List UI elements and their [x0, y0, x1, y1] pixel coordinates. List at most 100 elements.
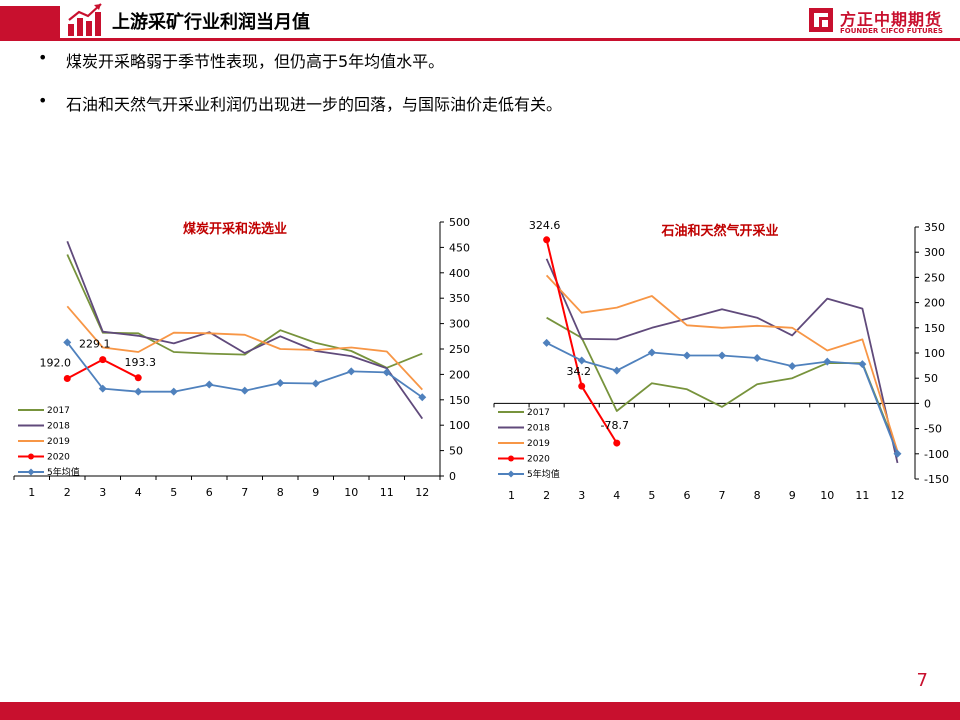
x-tick-label: 8 [754, 489, 761, 502]
data-point [311, 379, 320, 388]
logo-english-name: FOUNDER CIFCO FUTURES [840, 27, 943, 35]
legend-label: 5年均值 [47, 466, 80, 478]
x-tick-label: 11 [855, 489, 869, 502]
x-tick-label: 3 [578, 489, 585, 502]
series-line-2018 [66, 240, 424, 420]
data-label: 193.3 [125, 356, 157, 369]
header-divider [0, 38, 960, 41]
x-tick-label: 1 [28, 486, 35, 499]
data-label: 229.1 [79, 338, 111, 351]
x-tick-label: 7 [241, 486, 248, 499]
data-label: -78.7 [601, 419, 629, 432]
data-point [382, 368, 391, 377]
data-point [823, 357, 832, 366]
page-title: 上游采矿行业利润当月值 [112, 12, 310, 33]
x-tick-label: 1 [508, 489, 515, 502]
data-point [718, 351, 727, 360]
data-point [205, 380, 214, 389]
series-line-2017 [546, 316, 899, 452]
x-tick-label: 4 [613, 489, 620, 502]
legend-label: 2017 [47, 406, 70, 416]
chart-growth-icon [68, 3, 102, 36]
data-point [134, 387, 143, 396]
x-tick-label: 12 [890, 489, 904, 502]
data-point [347, 367, 356, 376]
data-point [647, 348, 656, 357]
y-tick-label: 0 [924, 397, 931, 410]
footer-bar [0, 702, 960, 720]
data-label: 192.0 [40, 356, 72, 369]
bullet-text: 煤炭开采略弱于季节性表现，但仍高于5年均值水平。 [66, 52, 445, 71]
x-tick-label: 8 [277, 486, 284, 499]
data-point [613, 439, 621, 447]
data-point [612, 366, 621, 375]
y-tick-label: 150 [449, 394, 470, 407]
y-tick-label: 50 [449, 445, 463, 458]
oil-gas-chart: 石油和天然气开采业 -150 -100 -50 0 50 100 150 200 250 300 35… [480, 205, 950, 515]
series-line-2017 [66, 254, 423, 369]
y-tick-label: 150 [924, 322, 945, 335]
legend-label: 2017 [527, 408, 550, 418]
data-point [169, 387, 178, 396]
header-red-block [0, 6, 60, 38]
data-point [134, 374, 142, 382]
bullet-text: 石油和天然气开采业利润仍出现进一步的回落，与国际油价走低有关。 [66, 95, 563, 114]
legend-label: 2020 [527, 455, 550, 465]
x-tick-label: 3 [99, 486, 106, 499]
bullet-symbol: • [38, 48, 48, 67]
data-point [682, 351, 691, 360]
x-tick-label: 12 [415, 486, 429, 499]
founder-logo-icon [809, 8, 833, 32]
y-tick-label: 200 [924, 297, 945, 310]
data-point [63, 374, 71, 382]
y-tick-label: 250 [449, 343, 470, 356]
y-tick-label: 350 [449, 292, 470, 305]
y-tick-label: 100 [924, 347, 945, 360]
bullet-symbol: • [38, 91, 48, 110]
y-tick-label: 0 [449, 470, 456, 483]
legend-label: 2020 [47, 453, 70, 463]
data-label: 324.6 [529, 219, 561, 232]
data-point [893, 449, 902, 458]
chart-title: 煤炭开采和洗选业 [183, 221, 287, 237]
y-tick-label: 350 [924, 221, 945, 234]
legend-label: 2019 [527, 439, 550, 449]
x-tick-label: 6 [683, 489, 690, 502]
data-point [240, 386, 249, 395]
data-point [753, 354, 762, 363]
company-logo: 方正中期期货 FOUNDER CIFCO FUTURES [808, 6, 958, 40]
x-tick-label: 4 [135, 486, 142, 499]
x-tick-label: 10 [820, 489, 834, 502]
data-point [99, 356, 107, 364]
y-tick-label: 300 [449, 318, 470, 331]
data-point [542, 338, 551, 347]
legend-marker [508, 455, 514, 462]
coal-mining-chart: 煤炭开采和洗选业 0 50 100 150 200 250 300 350 400 450 500 1 2… [0, 205, 470, 515]
y-tick-label: 100 [449, 419, 470, 432]
oil-gas-chart-svg: 石油和天然气开采业-150-100-5005010015020025030035… [493, 219, 949, 502]
x-tick-label: 5 [648, 489, 655, 502]
x-tick-label: 9 [312, 486, 319, 499]
y-tick-label: -50 [924, 423, 942, 436]
data-point [543, 236, 551, 244]
logo-chinese-name: 方正中期期货 [840, 10, 943, 29]
y-tick-label: -100 [924, 448, 949, 461]
y-tick-label: 450 [449, 241, 470, 254]
x-tick-label: 2 [543, 489, 550, 502]
data-point [418, 393, 427, 402]
legend-label: 2018 [47, 422, 70, 432]
x-tick-label: 5 [170, 486, 177, 499]
data-point [98, 384, 107, 393]
y-tick-label: 500 [449, 216, 470, 229]
series-line-2019 [66, 305, 423, 391]
chart-title: 石油和天然气开采业 [660, 223, 778, 239]
legend-marker [507, 470, 515, 478]
legend-label: 5年均值 [527, 468, 560, 480]
x-tick-label: 7 [719, 489, 726, 502]
data-label: 34.2 [566, 365, 591, 378]
y-tick-label: 200 [449, 368, 470, 381]
y-tick-label: 300 [924, 246, 945, 259]
series-line-2020 [545, 239, 618, 444]
data-point [788, 362, 797, 371]
data-point [578, 382, 586, 390]
